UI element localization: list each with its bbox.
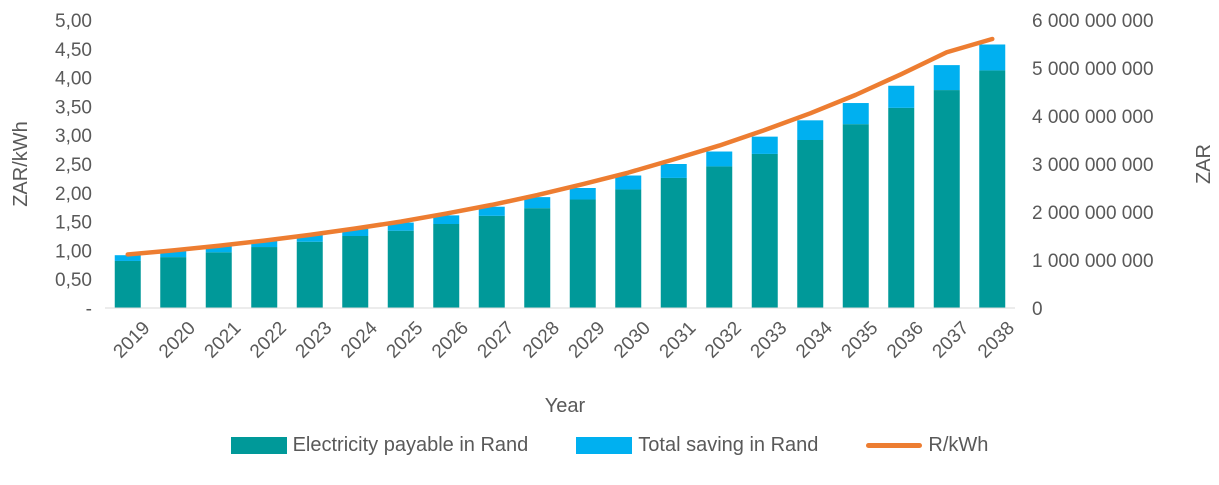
bar-electricity-2034 [797, 140, 824, 308]
y-left-tick-label: 2,50 [55, 155, 92, 176]
y-left-tick-label: 3,00 [55, 126, 92, 147]
line-rkwh [125, 36, 995, 257]
bar-saving-2036 [888, 85, 915, 108]
bar-electricity-2021 [205, 252, 232, 308]
y-right-tick-label: 0 [1032, 299, 1043, 320]
legend: Electricity payable in Rand Total saving… [0, 430, 1219, 460]
bar-electricity-2035 [842, 124, 869, 308]
x-tick-label: 2021 [201, 318, 246, 363]
bar-electricity-2038 [979, 70, 1006, 309]
x-tick-label: 2024 [337, 317, 382, 362]
bar-saving-2022 [251, 240, 278, 248]
bar-saving-2033 [751, 136, 778, 154]
y-left-tick-label: 2,00 [55, 184, 92, 205]
bar-saving-2035 [842, 103, 869, 125]
y-left-tick-label: 5,00 [55, 11, 92, 32]
bar-saving-2029 [569, 188, 596, 200]
y-left-tick-label: 4,00 [55, 69, 92, 90]
legend-item-rkwh: R/kWh [866, 434, 988, 457]
legend-swatch-electricity [230, 436, 287, 454]
y-left-tick-label: 1,50 [55, 213, 92, 234]
y-left-tick-label: 3,50 [55, 97, 92, 118]
bar-electricity-2033 [751, 153, 778, 308]
bar-electricity-2020 [160, 257, 187, 308]
y-axis-left-label: ZAR/kWh [10, 121, 32, 207]
legend-label-rkwh: R/kWh [928, 433, 989, 456]
bar-electricity-2036 [888, 107, 915, 308]
y-right-tick-label: 4 000 000 000 [1032, 107, 1154, 128]
x-tick-label: 2038 [974, 318, 1019, 363]
bar-saving-2026 [433, 215, 460, 224]
bar-saving-2020 [160, 250, 187, 258]
y-right-tick-label: 3 000 000 000 [1032, 155, 1154, 176]
bar-saving-2019 [114, 255, 141, 261]
bar-electricity-2024 [342, 236, 369, 308]
x-tick-label: 2032 [701, 318, 746, 363]
legend-label-saving: Total saving in Rand [638, 433, 819, 456]
bar-saving-2034 [797, 120, 824, 140]
x-tick-label: 2029 [565, 318, 610, 363]
chart: - 0,50 1,00 1,50 2,00 2,50 3,00 3,50 4,00 4,50 5,0… [10, 11, 1215, 417]
x-tick-label: 2023 [292, 318, 337, 363]
bar-electricity-2025 [387, 230, 414, 308]
legend-item-saving: Total saving in Rand [576, 434, 818, 457]
x-tick-label: 2034 [792, 317, 837, 362]
x-tick-label: 2033 [747, 318, 792, 363]
bar-saving-2030 [615, 175, 642, 190]
x-tick-label: 2036 [883, 318, 928, 363]
bar-saving-2023 [296, 235, 323, 242]
y-axis-right-label: ZAR [1193, 144, 1215, 184]
x-tick-label: 2019 [110, 318, 155, 363]
x-tick-label: 2035 [838, 318, 883, 363]
bar-saving-2038 [979, 44, 1006, 71]
y-left-tick-label: 0,50 [55, 270, 92, 291]
bar-electricity-2031 [660, 177, 687, 308]
x-tick-label: 2031 [656, 318, 701, 363]
legend-swatch-rkwh [866, 442, 923, 448]
bar-electricity-2019 [114, 260, 141, 308]
bar-electricity-2027 [478, 215, 505, 308]
bar-saving-2027 [478, 206, 505, 216]
bar-series-group [114, 44, 1006, 309]
y-right-tick-label: 1 000 000 000 [1032, 251, 1154, 272]
bar-electricity-2029 [569, 199, 596, 308]
bar-electricity-2026 [433, 224, 460, 308]
line-series-group [125, 36, 995, 257]
bar-electricity-2030 [615, 189, 642, 308]
y-right-tick-label: 2 000 000 000 [1032, 203, 1154, 224]
bar-saving-2025 [387, 222, 414, 231]
bar-electricity-2032 [706, 166, 733, 308]
bar-electricity-2037 [933, 90, 960, 308]
x-tick-label: 2026 [428, 318, 473, 363]
bar-saving-2037 [933, 65, 960, 91]
x-tick-label: 2020 [155, 318, 200, 363]
x-tick-label: 2028 [519, 318, 564, 363]
bar-saving-2028 [524, 197, 551, 209]
x-tick-label: 2027 [474, 318, 519, 363]
bar-saving-2032 [706, 151, 733, 167]
bar-saving-2021 [205, 246, 232, 253]
y-left-tick-label: 1,00 [55, 241, 92, 262]
y-left-tick-label: 4,50 [55, 40, 92, 61]
x-axis-label: Year [545, 395, 586, 417]
x-tick-label: 2022 [246, 318, 291, 363]
x-tick-label: 2037 [929, 318, 974, 363]
x-tick-label: 2030 [610, 318, 655, 363]
bar-electricity-2023 [296, 241, 323, 308]
y-right-tick-label: 5 000 000 000 [1032, 59, 1154, 80]
x-tick-label: 2025 [383, 318, 428, 363]
legend-label-electricity: Electricity payable in Rand [292, 433, 529, 456]
bar-saving-2024 [342, 228, 369, 236]
bar-saving-2031 [660, 164, 687, 178]
bar-electricity-2028 [524, 208, 551, 308]
legend-swatch-saving [576, 436, 633, 454]
y-right-tick-label: 6 000 000 000 [1032, 11, 1154, 32]
y-left-tick-label: - [86, 299, 92, 320]
bar-electricity-2022 [251, 247, 278, 308]
legend-item-electricity: Electricity payable in Rand [230, 433, 529, 457]
